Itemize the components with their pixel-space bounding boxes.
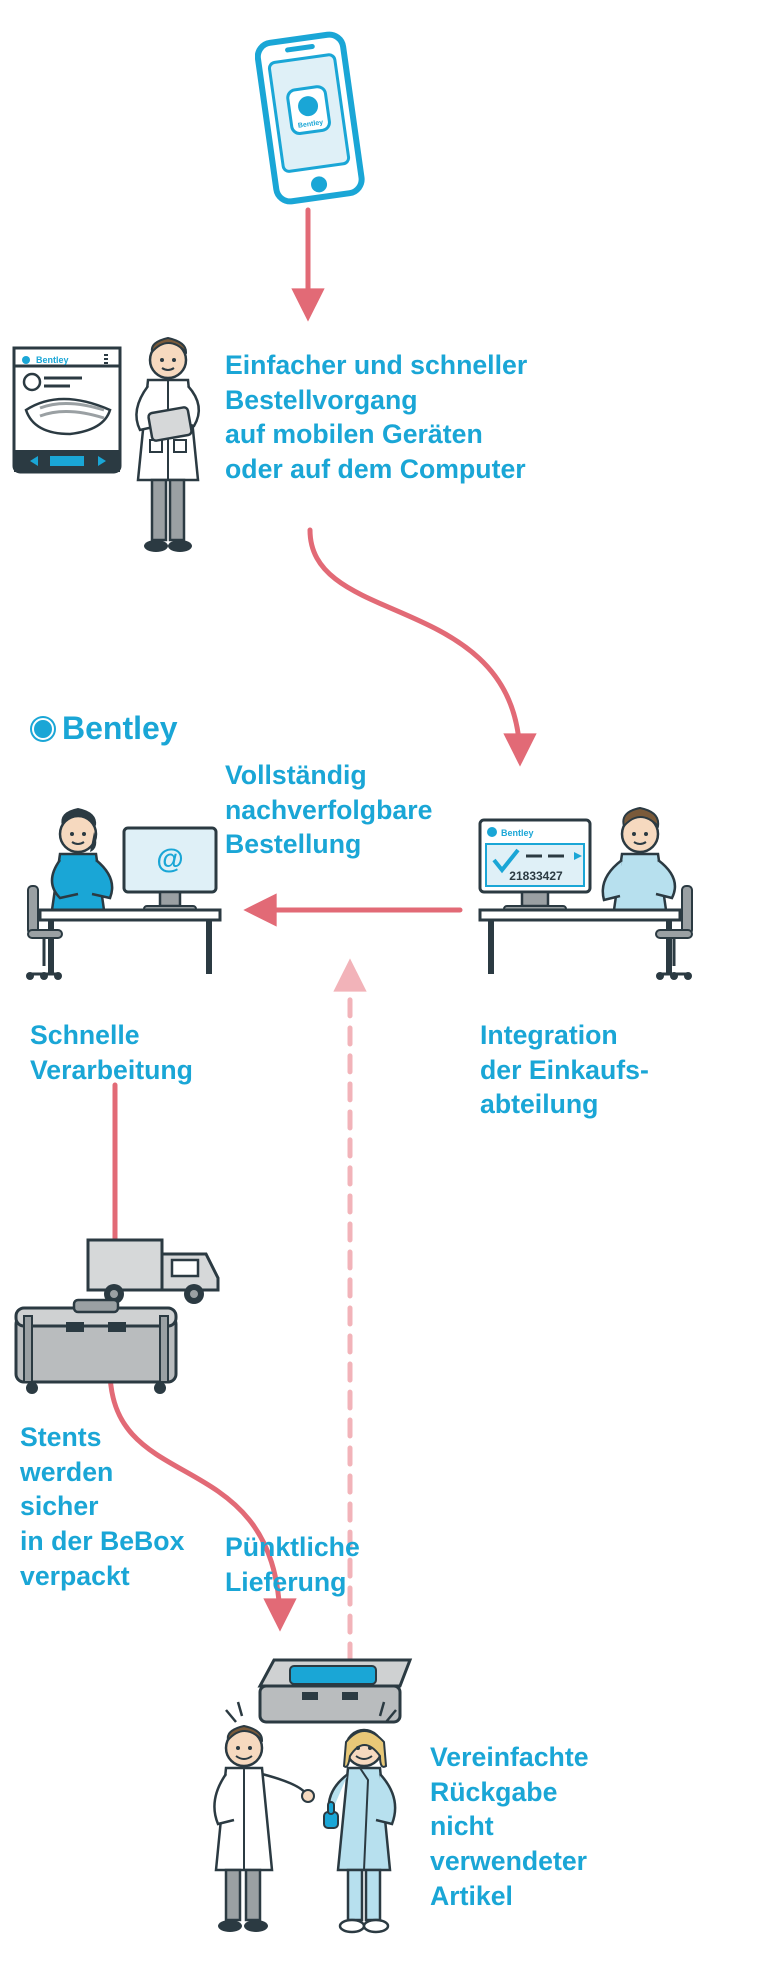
step6-label: Vereinfachte Rückgabe nicht verwendeter … xyxy=(430,1740,589,1913)
globe-icon xyxy=(30,716,56,742)
infographic-stage: Bentley Bentley xyxy=(0,0,781,1979)
step2-label: Vollständig nachverfolgbare Bestellung xyxy=(225,758,432,862)
svg-text:Bentley: Bentley xyxy=(501,828,534,838)
svg-text:Bentley: Bentley xyxy=(36,355,69,365)
delivery-people-icon xyxy=(190,1650,430,1945)
van-case-icon xyxy=(10,1230,230,1405)
desk-bentley-icon: @ xyxy=(20,790,230,1005)
step1-label: Einfacher und schneller Bestellvorgang a… xyxy=(225,348,527,487)
doctor-tablet-icon: Bentley xyxy=(10,330,220,565)
step4-label: Stents werden sicher in der BeBox verpac… xyxy=(20,1420,184,1593)
brand-logo: Bentley xyxy=(30,710,178,747)
brand-text: Bentley xyxy=(62,710,178,747)
phone-icon: Bentley xyxy=(255,30,365,215)
step3-left-label: Schnelle Verarbeitung xyxy=(30,1018,193,1087)
order-number-text: 21833427 xyxy=(509,869,563,883)
desk-purchasing-icon: Bentley 21833427 xyxy=(470,790,700,1005)
step3-right-label: Integration der Einkaufs- abteilung xyxy=(480,1018,649,1122)
step5-label: Pünktliche Lieferung xyxy=(225,1530,360,1599)
connector-a2 xyxy=(310,530,520,760)
svg-text:@: @ xyxy=(156,843,183,874)
